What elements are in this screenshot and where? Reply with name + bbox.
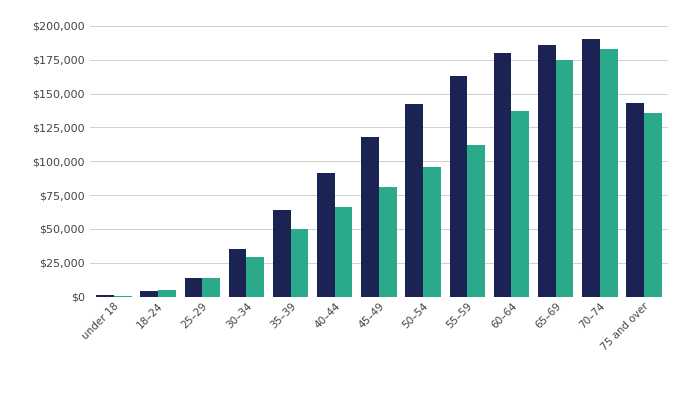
Bar [141, 290, 158, 297]
Bar [361, 137, 379, 297]
Bar [450, 76, 467, 297]
Bar [582, 40, 600, 297]
Bar [423, 167, 441, 297]
Bar [229, 249, 247, 297]
Bar [203, 278, 220, 297]
Bar [644, 112, 661, 297]
Bar [247, 258, 264, 297]
Bar [405, 104, 423, 297]
Bar [317, 173, 335, 297]
Bar [626, 103, 644, 297]
Bar [291, 229, 308, 297]
Bar [555, 60, 573, 297]
Legend: Male, Female: Male, Female [142, 411, 312, 412]
Bar [494, 53, 511, 297]
Bar [538, 45, 555, 297]
Bar [114, 296, 132, 297]
Bar [158, 290, 176, 297]
Bar [335, 207, 353, 297]
Bar [185, 278, 203, 297]
Bar [467, 145, 485, 297]
Bar [96, 295, 114, 297]
Bar [511, 111, 529, 297]
Bar [379, 187, 397, 297]
Bar [600, 49, 617, 297]
Bar [273, 210, 291, 297]
